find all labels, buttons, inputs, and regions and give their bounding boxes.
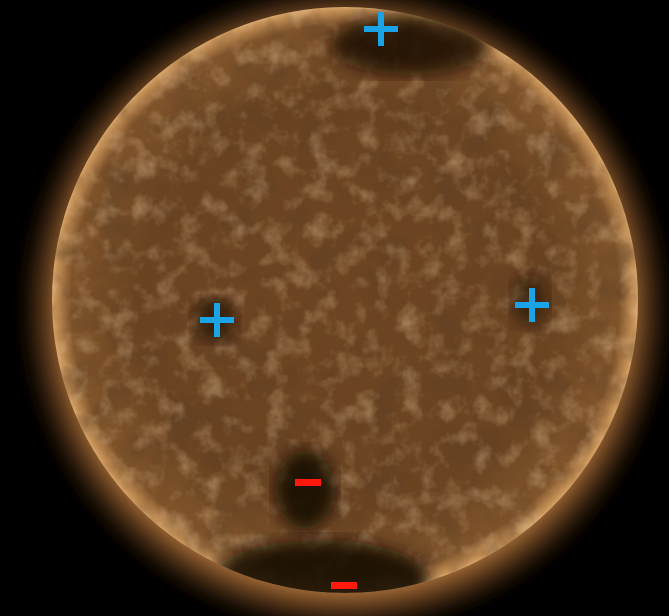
plus-icon: [364, 12, 398, 46]
plus-icon: [515, 288, 549, 322]
minus-icon: [331, 582, 357, 589]
minus-icon: [295, 479, 321, 486]
plus-icon: [200, 303, 234, 337]
